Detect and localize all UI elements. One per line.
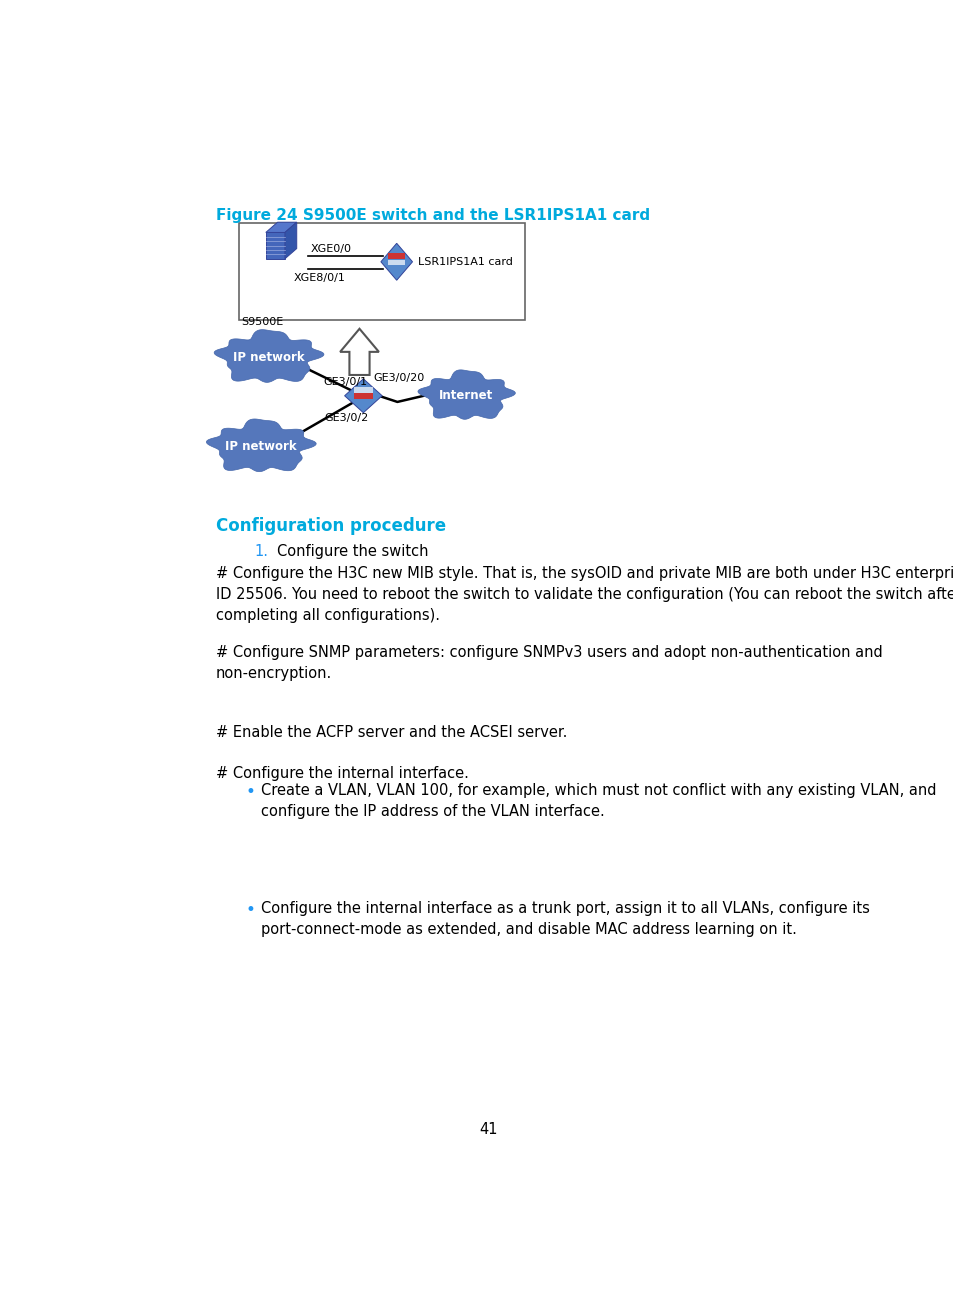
Bar	[388, 260, 405, 264]
Text: Configuration procedure: Configuration procedure	[216, 517, 446, 535]
Text: # Enable the ACFP server and the ACSEI server.: # Enable the ACFP server and the ACSEI s…	[216, 726, 567, 740]
Text: 1.: 1.	[254, 544, 269, 560]
Polygon shape	[266, 222, 296, 232]
Text: # Configure SNMP parameters: configure SNMPv3 users and adopt non-authentication: # Configure SNMP parameters: configure S…	[216, 645, 882, 682]
Polygon shape	[266, 232, 285, 259]
Bar	[354, 386, 373, 393]
Text: IP network: IP network	[233, 351, 304, 364]
Text: GE3/0/20: GE3/0/20	[373, 373, 424, 382]
Text: Configure the switch: Configure the switch	[276, 544, 428, 560]
Text: IP network: IP network	[225, 441, 296, 454]
Polygon shape	[380, 244, 412, 280]
Bar	[354, 393, 373, 399]
Text: Internet: Internet	[439, 389, 493, 402]
Polygon shape	[206, 419, 315, 472]
Text: Configure the internal interface as a trunk port, assign it to all VLANs, config: Configure the internal interface as a tr…	[261, 901, 869, 937]
Text: GE3/0/2: GE3/0/2	[324, 413, 369, 424]
Text: # Configure the H3C new MIB style. That is, the sysOID and private MIB are both : # Configure the H3C new MIB style. That …	[216, 566, 953, 623]
Polygon shape	[344, 378, 382, 412]
Text: GE3/0/1: GE3/0/1	[323, 377, 367, 386]
Text: # Configure the internal interface.: # Configure the internal interface.	[216, 766, 469, 781]
Text: •: •	[245, 901, 255, 919]
Text: Figure 24 S9500E switch and the LSR1IPS1A1 card: Figure 24 S9500E switch and the LSR1IPS1…	[216, 207, 650, 223]
Text: S9500E: S9500E	[241, 318, 283, 327]
Text: •: •	[245, 783, 255, 801]
Text: 41: 41	[479, 1122, 497, 1137]
Polygon shape	[213, 329, 324, 382]
Polygon shape	[340, 329, 378, 375]
Text: Create a VLAN, VLAN 100, for example, which must not conflict with any existing : Create a VLAN, VLAN 100, for example, wh…	[261, 783, 936, 819]
Text: LSR1IPS1A1 card: LSR1IPS1A1 card	[417, 257, 512, 267]
Bar	[388, 254, 405, 259]
Text: XGE8/0/1: XGE8/0/1	[294, 272, 345, 283]
Polygon shape	[417, 369, 515, 420]
Text: XGE0/0: XGE0/0	[311, 244, 352, 254]
Bar	[239, 223, 524, 320]
Polygon shape	[285, 222, 296, 259]
